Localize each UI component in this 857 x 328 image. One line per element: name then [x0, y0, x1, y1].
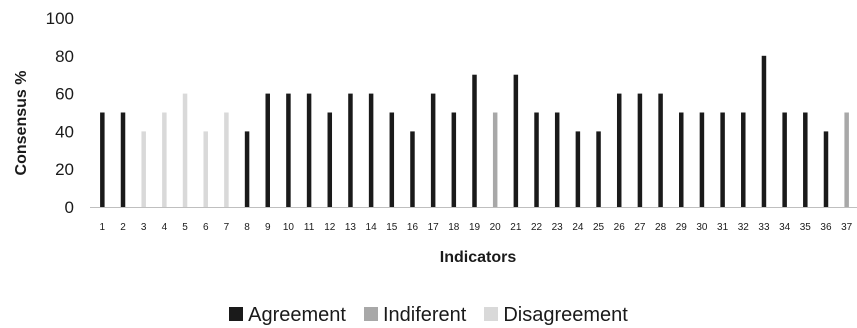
- x-tick-label: 2: [120, 222, 126, 233]
- x-tick-label: 7: [224, 222, 230, 233]
- bar-agreement-16: [410, 131, 415, 207]
- bar-disagreement-3: [141, 131, 146, 207]
- x-tick-label: 21: [510, 222, 522, 233]
- bar-agreement-36: [823, 131, 829, 207]
- bar-agreement-25: [596, 131, 601, 207]
- bar-disagreement-4: [162, 112, 167, 207]
- x-axis-title: Indicators: [440, 249, 517, 266]
- bar-agreement-32: [741, 112, 746, 207]
- bar-agreement-8: [244, 131, 250, 207]
- bar-agreement-1: [100, 112, 105, 207]
- bar-agreement-13: [348, 93, 353, 207]
- x-tick-label: 1: [100, 222, 106, 233]
- legend: Agreement Indiferent Disagreement: [0, 302, 857, 328]
- bar-agreement-34: [782, 112, 787, 207]
- bar-agreement-19: [472, 74, 477, 207]
- bar-agreement-35: [803, 112, 808, 207]
- legend-swatch: [484, 307, 499, 321]
- x-tick-label: 22: [531, 222, 543, 233]
- legend-item-agreement: Agreement: [229, 302, 346, 328]
- x-tick-label: 31: [717, 222, 729, 233]
- x-tick-label: 33: [758, 222, 770, 233]
- bar-agreement-12: [327, 112, 333, 207]
- bar-agreement-9: [265, 93, 270, 207]
- x-axis: 1 2 3 4 5 6 7 8 9 10 11 12 13 14 15 16 17 18 19 20 21 22 23 24 2…: [100, 222, 853, 233]
- y-tick-label: 80: [55, 47, 74, 66]
- x-tick-label: 18: [448, 222, 460, 233]
- y-tick-label: 100: [46, 9, 74, 28]
- x-tick-label: 19: [469, 222, 481, 233]
- bar-agreement-22: [534, 112, 539, 207]
- y-tick-label: 40: [55, 122, 74, 141]
- legend-swatch: [363, 307, 378, 321]
- legend-item-disagreement: Disagreement: [484, 302, 628, 328]
- x-tick-label: 25: [593, 222, 605, 233]
- x-tick-label: 20: [490, 222, 502, 233]
- x-tick-label: 16: [407, 222, 419, 233]
- x-tick-label: 5: [182, 222, 188, 233]
- legend-label: Agreement: [248, 304, 346, 326]
- bar-agreement-27: [637, 93, 643, 207]
- x-tick-label: 26: [614, 222, 626, 233]
- y-tick-label: 60: [55, 85, 74, 104]
- y-tick-label: 0: [65, 198, 74, 217]
- bar-disagreement-7: [224, 112, 229, 207]
- x-tick-label: 9: [265, 222, 271, 233]
- bar-agreement-28: [658, 93, 663, 207]
- bar-agreement-2: [120, 112, 126, 207]
- x-tick-label: 36: [820, 222, 832, 233]
- bar-agreement-33: [761, 55, 767, 207]
- bar-agreement-18: [451, 112, 457, 207]
- x-tick-label: 13: [345, 222, 357, 233]
- x-tick-label: 6: [203, 222, 209, 233]
- legend-label: Disagreement: [503, 304, 628, 326]
- x-tick-label: 15: [386, 222, 398, 233]
- bar-indiferent-37: [844, 112, 849, 207]
- bar-agreement-31: [720, 112, 725, 207]
- legend-swatch: [229, 307, 244, 321]
- x-tick-label: 34: [779, 222, 791, 233]
- y-tick-label: 20: [55, 160, 74, 179]
- bar-agreement-15: [389, 112, 395, 207]
- bar-agreement-11: [306, 93, 312, 207]
- x-tick-label: 12: [324, 222, 336, 233]
- bar-disagreement-6: [203, 131, 208, 207]
- bar-agreement-10: [286, 93, 291, 207]
- x-tick-label: 3: [141, 222, 147, 233]
- y-axis: 0 20 40 60 80 100: [46, 9, 74, 217]
- x-tick-label: 17: [428, 222, 440, 233]
- legend-item-indiferent: Indiferent: [363, 302, 467, 328]
- x-tick-label: 27: [634, 222, 646, 233]
- x-tick-label: 24: [572, 222, 584, 233]
- y-axis-title: Consensus %: [13, 71, 30, 176]
- x-tick-label: 11: [304, 222, 315, 233]
- bar-agreement-29: [679, 112, 684, 207]
- bar-agreement-23: [554, 112, 560, 207]
- x-tick-label: 35: [800, 222, 812, 233]
- bar-agreement-24: [575, 131, 581, 207]
- bar-disagreement-5: [182, 93, 188, 207]
- x-tick-label: 30: [696, 222, 708, 233]
- x-tick-label: 10: [283, 222, 295, 233]
- bar-indiferent-20: [492, 112, 498, 207]
- bar-agreement-14: [368, 93, 374, 207]
- bar-agreement-21: [513, 74, 519, 207]
- x-tick-label: 28: [655, 222, 667, 233]
- bar-agreement-30: [699, 112, 705, 207]
- bars: [100, 55, 849, 207]
- bar-agreement-26: [616, 93, 622, 207]
- legend-label: Indiferent: [382, 304, 467, 326]
- x-tick-label: 32: [738, 222, 750, 233]
- x-tick-label: 23: [552, 222, 564, 233]
- x-tick-label: 29: [676, 222, 688, 233]
- x-tick-label: 37: [841, 222, 853, 233]
- x-tick-label: 4: [162, 222, 168, 233]
- x-tick-label: 8: [244, 222, 250, 233]
- bar-agreement-17: [430, 93, 436, 207]
- x-tick-label: 14: [366, 222, 378, 233]
